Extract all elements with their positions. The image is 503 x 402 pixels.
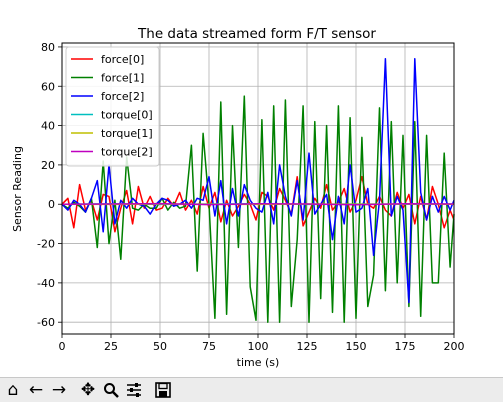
x-axis-label: time (s) bbox=[237, 356, 280, 369]
x-tick-label: 100 bbox=[248, 340, 269, 353]
x-tick-label: 175 bbox=[395, 340, 416, 353]
y-tick-label: 60 bbox=[41, 80, 55, 93]
legend-label: force[2] bbox=[101, 90, 144, 103]
y-tick-label: -20 bbox=[37, 238, 55, 251]
x-tick-label: 125 bbox=[297, 340, 318, 353]
y-axis: -60 -40 -20 0 20 40 60 80 bbox=[37, 41, 62, 329]
chart-title: The data streamed form F/T sensor bbox=[137, 26, 376, 42]
y-tick-label: 80 bbox=[41, 41, 55, 54]
navigation-toolbar: ⌂ ← → ✥ bbox=[0, 377, 503, 402]
series-line-force[2] bbox=[61, 57, 455, 304]
pan-button[interactable]: ✥ bbox=[77, 379, 99, 401]
legend-label: torque[1] bbox=[101, 127, 153, 140]
home-button[interactable]: ⌂ bbox=[2, 379, 24, 401]
floppy-disk-icon bbox=[155, 382, 171, 398]
sliders-icon bbox=[127, 383, 141, 397]
back-button[interactable]: ← bbox=[25, 379, 47, 401]
y-tick-label: 0 bbox=[48, 198, 55, 211]
x-tick-label: 25 bbox=[104, 340, 118, 353]
y-tick-label: -60 bbox=[37, 316, 55, 329]
arrow-left-icon: ← bbox=[28, 379, 44, 400]
x-tick-label: 200 bbox=[444, 340, 465, 353]
legend-label: torque[2] bbox=[101, 146, 153, 159]
legend: force[0] force[1] force[2] torque[0] torque[… bbox=[65, 46, 160, 167]
x-axis: 0 25 50 75 100 125 150 175 200 bbox=[59, 334, 465, 353]
x-tick-label: 75 bbox=[202, 340, 216, 353]
configure-subplots-button[interactable] bbox=[123, 379, 145, 401]
y-axis-label: Sensor Reading bbox=[11, 146, 24, 232]
save-button[interactable] bbox=[152, 379, 174, 401]
zoom-button[interactable] bbox=[100, 379, 122, 401]
y-tick-label: 40 bbox=[41, 120, 55, 133]
x-tick-label: 50 bbox=[153, 340, 167, 353]
magnifier-icon bbox=[104, 383, 119, 398]
y-tick-label: -40 bbox=[37, 277, 55, 290]
legend-label: force[0] bbox=[101, 53, 144, 66]
figure: The data streamed form F/T sensor 0 25 50 7… bbox=[11, 26, 465, 369]
x-tick-label: 150 bbox=[346, 340, 367, 353]
x-tick-label: 0 bbox=[59, 340, 66, 353]
legend-label: force[1] bbox=[101, 72, 144, 85]
y-tick-label: 20 bbox=[41, 159, 55, 172]
arrow-right-icon: → bbox=[51, 379, 67, 400]
move-icon: ✥ bbox=[80, 379, 96, 400]
legend-label: torque[0] bbox=[101, 109, 153, 122]
home-icon: ⌂ bbox=[7, 379, 19, 400]
series-line-torque[2] bbox=[61, 202, 455, 206]
forward-button[interactable]: → bbox=[48, 379, 70, 401]
